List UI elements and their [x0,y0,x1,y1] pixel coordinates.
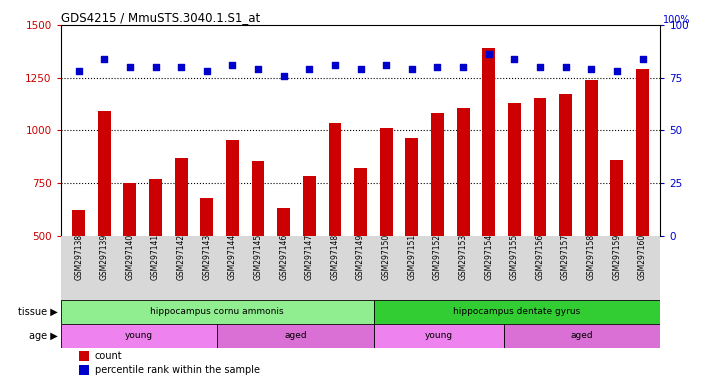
Point [355,66,366,72]
Bar [328,123,341,236]
Bar [431,113,444,236]
Point [406,66,418,72]
Text: age ▶: age ▶ [29,331,58,341]
Point [303,66,315,72]
Point [201,68,213,74]
Text: hippocampus cornu ammonis: hippocampus cornu ammonis [151,307,284,316]
Text: tissue ▶: tissue ▶ [18,306,58,317]
Point [534,64,545,70]
Bar [373,324,504,348]
Bar [201,198,213,236]
Point [176,64,187,70]
Bar [303,175,316,236]
Text: percentile rank within the sample: percentile rank within the sample [95,365,260,375]
Point [227,62,238,68]
Bar [373,300,660,324]
Bar [610,160,623,236]
Point [637,56,648,62]
Bar [61,300,373,324]
Bar [483,48,495,236]
Point [150,64,161,70]
Bar [585,80,598,236]
Bar [149,179,162,236]
Point [611,68,623,74]
Point [483,51,494,58]
Bar [226,140,238,236]
Bar [380,128,393,236]
Bar [72,210,85,236]
Point [508,56,520,62]
Point [560,64,571,70]
Bar [217,324,373,348]
Bar [79,351,89,361]
Text: young: young [425,331,453,340]
Point [329,62,341,68]
Bar [636,69,649,236]
Bar [251,161,264,236]
Point [124,64,136,70]
Point [432,64,443,70]
Text: GDS4215 / MmuSTS.3040.1.S1_at: GDS4215 / MmuSTS.3040.1.S1_at [61,11,260,24]
Bar [457,108,470,236]
Bar [354,168,367,236]
Bar [508,103,521,236]
Point [99,56,110,62]
Bar [504,324,660,348]
Bar [175,158,188,236]
Bar [98,111,111,236]
Point [252,66,263,72]
Bar [406,138,418,236]
Bar [61,324,217,348]
Point [458,64,469,70]
Bar [559,94,572,236]
Bar [79,365,89,375]
Text: 100%: 100% [663,15,691,25]
Text: aged: aged [571,331,593,340]
Point [73,68,84,74]
Bar [533,98,546,236]
Text: hippocampus dentate gyrus: hippocampus dentate gyrus [453,307,580,316]
Text: count: count [95,351,123,361]
Text: aged: aged [284,331,307,340]
Bar [277,208,290,236]
Point [381,62,392,68]
Point [585,66,597,72]
Bar [124,183,136,236]
Text: young: young [125,331,153,340]
Point [278,73,289,79]
